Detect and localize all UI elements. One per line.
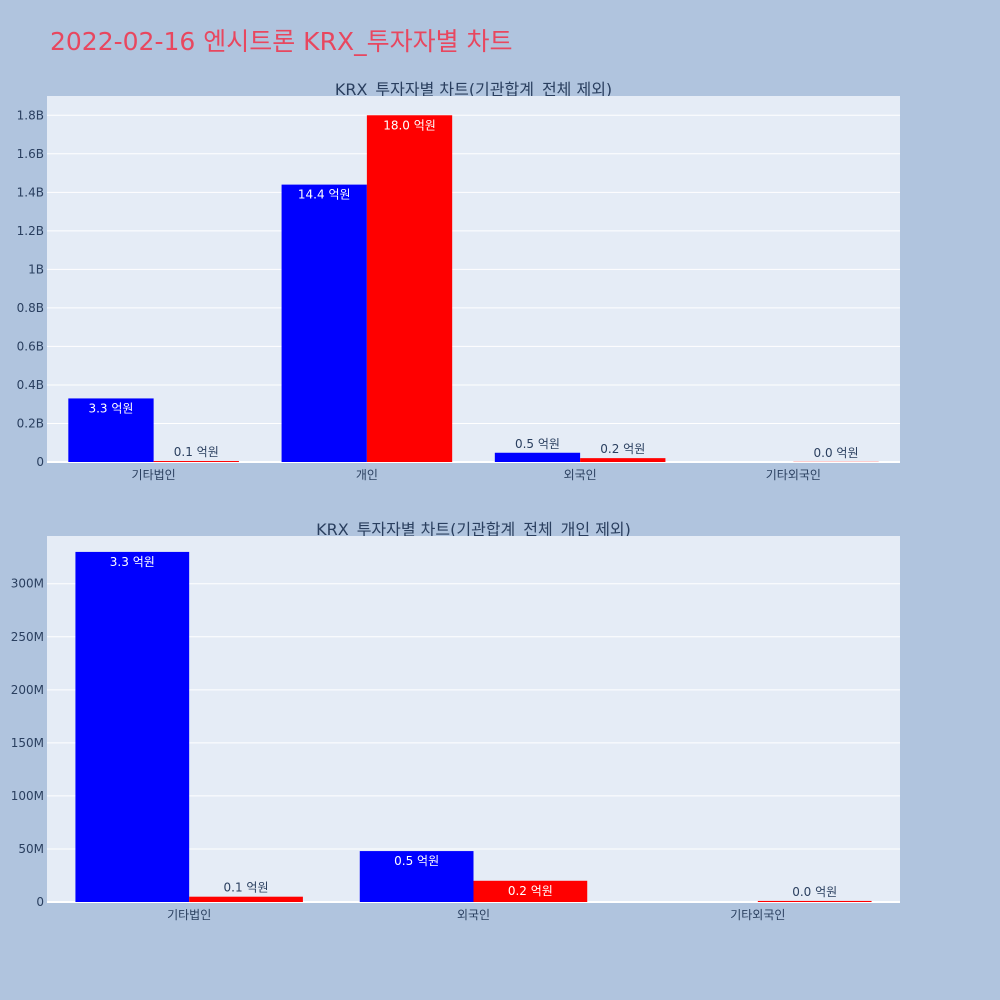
bar	[189, 896, 303, 902]
bar	[68, 398, 154, 462]
x-tick-label: 기타외국인	[766, 468, 821, 482]
y-tick-label: 1B	[28, 262, 44, 276]
y-tick-label: 0	[36, 895, 44, 909]
bar	[580, 458, 666, 462]
plot-area	[47, 96, 900, 462]
x-tick-label: 기타법인	[167, 908, 211, 922]
y-tick-label: 0.4B	[17, 378, 44, 392]
x-tick-label: 외국인	[564, 468, 597, 482]
data-label: 18.0 억원	[383, 118, 436, 132]
y-tick-label: 0.8B	[17, 301, 44, 315]
bar	[153, 461, 239, 462]
bar	[366, 115, 453, 463]
y-tick-label: 200M	[11, 683, 44, 697]
y-tick-label: 100M	[11, 789, 44, 803]
data-label: 0.0 억원	[814, 446, 859, 460]
chart-title: KRX_투자자별 차트(기관합계_전체 제외)	[335, 80, 612, 100]
y-tick-label: 0.6B	[17, 339, 44, 353]
y-tick-label: 300M	[11, 577, 44, 591]
bar	[757, 900, 872, 902]
data-label: 0.2 억원	[600, 442, 645, 456]
data-label: 3.3 억원	[110, 555, 155, 569]
y-tick-label: 0	[36, 455, 44, 469]
bar	[494, 452, 581, 462]
bar	[359, 851, 474, 902]
data-label: 0.1 억원	[224, 881, 269, 895]
y-tick-label: 1.4B	[17, 185, 44, 199]
y-tick-label: 1.8B	[17, 108, 44, 122]
data-label: 0.0 억원	[792, 885, 837, 899]
data-label: 0.5 억원	[394, 854, 439, 868]
chart-title: KRX_투자자별 차트(기관합계_전체_개인 제외)	[316, 520, 631, 540]
x-tick-label: 외국인	[457, 908, 490, 922]
page-title: 2022-02-16 엔시트론 KRX_투자자별 차트	[50, 27, 513, 56]
y-tick-label: 1.2B	[17, 224, 44, 238]
y-tick-label: 1.6B	[17, 147, 44, 161]
bar	[473, 880, 588, 902]
y-tick-label: 250M	[11, 630, 44, 644]
x-tick-label: 개인	[356, 468, 378, 482]
y-tick-label: 50M	[18, 842, 44, 856]
chart-top: KRX_투자자별 차트(기관합계_전체 제외) 0 0.2B 0.4B 0.6B 0.8B…	[17, 80, 900, 482]
data-label: 0.5 억원	[515, 437, 560, 451]
x-tick-label: 기타법인	[132, 468, 176, 482]
data-label: 3.3 억원	[88, 401, 133, 415]
y-tick-label: 0.2B	[17, 416, 44, 430]
x-tick-label: 기타외국인	[730, 908, 785, 922]
plot-area	[47, 536, 900, 902]
bar	[75, 551, 190, 902]
y-tick-label: 150M	[11, 736, 44, 750]
data-label: 0.1 억원	[174, 445, 219, 459]
bar	[281, 184, 367, 462]
data-label: 0.2 억원	[508, 884, 553, 898]
data-label: 14.4 억원	[298, 188, 351, 202]
